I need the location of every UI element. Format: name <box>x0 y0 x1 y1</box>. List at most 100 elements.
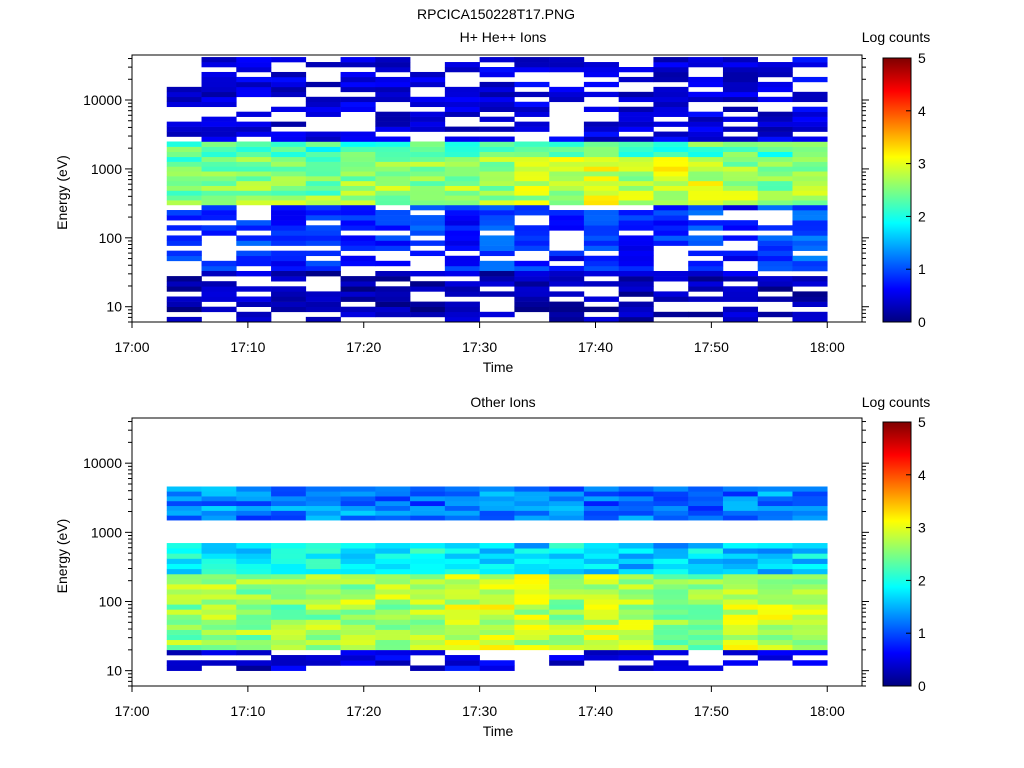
heatmap-cell <box>618 141 654 147</box>
heatmap-cell <box>688 235 724 241</box>
heatmap-cell <box>722 543 759 549</box>
heatmap-cell <box>792 553 828 559</box>
heatmap-cell <box>271 106 307 112</box>
heatmap-cell <box>271 81 307 88</box>
heatmap-cell <box>444 96 480 103</box>
panel-title: Other Ions <box>470 394 535 410</box>
heatmap-cell <box>653 510 689 516</box>
heatmap-cell <box>305 655 341 661</box>
heatmap-cell <box>236 568 272 575</box>
heatmap-cell <box>549 604 585 610</box>
heatmap-cell <box>653 185 689 191</box>
x-tick-label: 17:30 <box>462 703 497 719</box>
x-tick-label: 17:20 <box>346 339 381 355</box>
heatmap-cell <box>722 614 759 620</box>
heatmap-cell <box>375 296 411 302</box>
heatmap-cell <box>514 505 550 511</box>
heatmap-cell <box>722 176 759 182</box>
heatmap-cell <box>549 589 585 595</box>
heatmap-cell <box>271 553 307 559</box>
heatmap-cell <box>444 614 480 620</box>
heatmap-cell <box>375 180 411 186</box>
heatmap-cell <box>201 101 237 108</box>
heatmap-cell <box>305 660 341 666</box>
heatmap-cell <box>305 604 341 610</box>
heatmap-cell <box>305 589 341 595</box>
heatmap-cell <box>375 260 411 267</box>
heatmap-cell <box>618 185 654 191</box>
heatmap-cell <box>757 126 793 132</box>
heatmap-cell <box>583 225 619 231</box>
heatmap-cell <box>236 558 272 564</box>
heatmap-cell <box>792 558 828 564</box>
heatmap-cell <box>340 156 376 162</box>
heatmap-cell <box>271 543 307 549</box>
heatmap-cell <box>722 563 759 570</box>
heatmap-cell <box>410 548 446 554</box>
heatmap-cell <box>618 96 654 103</box>
heatmap-cell <box>583 146 619 152</box>
x-axis-label: Time <box>483 359 514 375</box>
heatmap-cell <box>305 210 341 216</box>
heatmap-cell <box>166 553 202 559</box>
heatmap-cell <box>236 510 272 516</box>
heatmap-cell <box>583 215 619 221</box>
heatmap-cell <box>479 543 515 549</box>
heatmap-cell <box>444 270 480 277</box>
heatmap-cell <box>166 486 202 492</box>
heatmap-cell <box>375 649 411 656</box>
heatmap-cell <box>514 500 550 507</box>
heatmap-cell <box>375 57 411 63</box>
heatmap-cell <box>514 185 550 191</box>
heatmap-cell <box>514 306 550 313</box>
heatmap-cell <box>201 190 237 196</box>
heatmap-cell <box>514 573 550 580</box>
heatmap-cell <box>618 176 654 182</box>
heatmap-cell <box>479 71 515 78</box>
heatmap-cell <box>375 496 411 502</box>
heatmap-cell <box>514 235 550 241</box>
heatmap-cell <box>653 584 689 590</box>
heatmap-cell <box>340 260 376 267</box>
heatmap-cell <box>514 245 550 251</box>
heatmap-cell <box>340 235 376 241</box>
heatmap-cell <box>201 614 237 620</box>
heatmap-cell <box>722 624 759 630</box>
heatmap-cell <box>653 96 689 103</box>
heatmap-cell <box>618 665 654 671</box>
heatmap-cell <box>514 563 550 570</box>
x-tick-label: 17:40 <box>578 703 613 719</box>
heatmap-cell <box>271 86 307 93</box>
y-tick-label: 100 <box>99 593 123 609</box>
heatmap-cell <box>305 101 341 108</box>
heatmap-cell <box>479 96 515 103</box>
heatmap-cell <box>618 491 654 497</box>
heatmap-cell <box>271 589 307 595</box>
heatmap-cell <box>549 62 585 68</box>
heatmap-cell <box>618 548 654 554</box>
heatmap-cell <box>236 573 272 580</box>
colorbar <box>882 421 912 687</box>
heatmap-cell <box>653 101 689 108</box>
heatmap-cell <box>166 624 202 630</box>
x-tick-label: 17:50 <box>694 339 729 355</box>
heatmap-cell <box>479 639 515 646</box>
heatmap-cell <box>479 624 515 630</box>
heatmap-cell <box>757 71 793 78</box>
heatmap-cell <box>410 543 446 549</box>
heatmap-cell <box>166 644 202 651</box>
heatmap-cell <box>549 291 585 297</box>
heatmap-cell <box>618 126 654 132</box>
heatmap-cell <box>792 634 828 641</box>
heatmap-cell <box>618 553 654 559</box>
heatmap-cell <box>479 57 515 63</box>
heatmap-cell <box>201 210 237 216</box>
heatmap-cell <box>583 553 619 559</box>
heatmap-cell <box>653 296 689 302</box>
heatmap-cell <box>236 176 272 182</box>
heatmap-cell <box>410 306 446 313</box>
heatmap-cell <box>236 86 272 93</box>
heatmap-cell <box>305 240 341 246</box>
